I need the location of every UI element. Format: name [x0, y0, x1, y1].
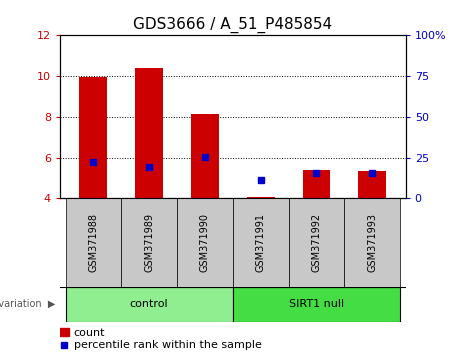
- Title: GDS3666 / A_51_P485854: GDS3666 / A_51_P485854: [133, 16, 332, 33]
- Bar: [65, 287, 233, 322]
- Bar: [233, 198, 289, 287]
- Text: GSM371989: GSM371989: [144, 213, 154, 272]
- Bar: [121, 198, 177, 287]
- Text: GSM371990: GSM371990: [200, 213, 210, 272]
- Bar: [177, 198, 233, 287]
- Bar: [65, 198, 121, 287]
- Bar: [358, 171, 386, 198]
- Bar: [247, 197, 275, 198]
- Text: GSM371991: GSM371991: [256, 213, 266, 272]
- Text: GSM371988: GSM371988: [89, 213, 98, 272]
- Text: GSM371993: GSM371993: [367, 213, 377, 272]
- Bar: [135, 68, 163, 198]
- Bar: [233, 287, 400, 322]
- Text: SIRT1 null: SIRT1 null: [289, 299, 344, 309]
- Text: percentile rank within the sample: percentile rank within the sample: [74, 340, 262, 350]
- Bar: [60, 328, 69, 336]
- Bar: [344, 198, 400, 287]
- Bar: [191, 114, 219, 198]
- Text: count: count: [74, 327, 105, 338]
- Bar: [302, 170, 331, 198]
- Text: genotype/variation  ▶: genotype/variation ▶: [0, 299, 55, 309]
- Bar: [289, 198, 344, 287]
- Text: GSM371992: GSM371992: [312, 213, 321, 272]
- Text: control: control: [130, 299, 168, 309]
- Bar: [79, 77, 107, 198]
